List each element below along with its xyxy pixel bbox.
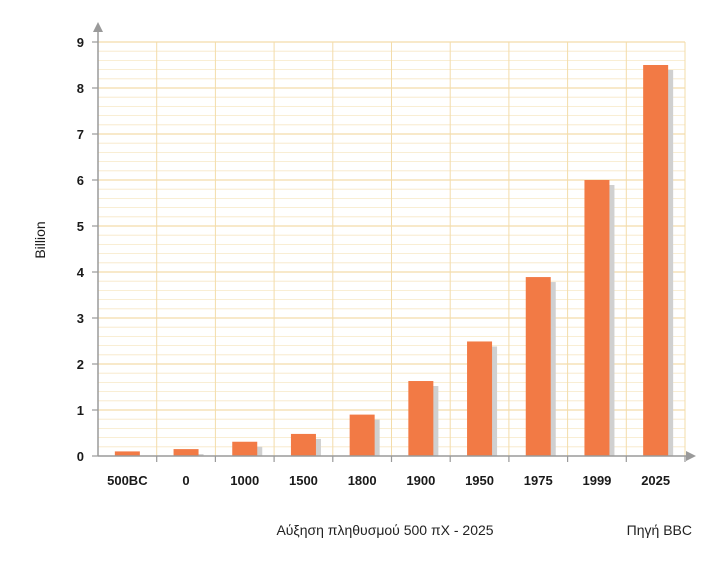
x-tick-label: 1900 (406, 473, 435, 488)
y-tick-label: 8 (77, 81, 84, 96)
y-tick-label: 1 (77, 403, 84, 418)
y-tick-label: 3 (77, 311, 84, 326)
x-tick-label: 0 (182, 473, 189, 488)
bar-1800 (349, 414, 375, 456)
y-tick-label: 7 (77, 127, 84, 142)
y-ticks: 0 1 2 3 4 5 6 7 8 9 (77, 35, 98, 464)
y-tick-label: 5 (77, 219, 84, 234)
x-tick-label: 1950 (465, 473, 494, 488)
x-ticks: 500BC 0 1000 1500 1800 1900 1950 1975 1999 2025 (107, 456, 686, 488)
chart-source: Πηγή BBC (627, 522, 692, 538)
bar-0 (173, 449, 199, 456)
x-axis-arrow-icon (686, 451, 696, 461)
bar-1950 (467, 341, 493, 456)
y-axis-arrow-icon (93, 22, 103, 32)
y-tick-label: 4 (77, 265, 85, 280)
x-tick-label: 1999 (582, 473, 611, 488)
bar-500BC (114, 451, 140, 456)
x-tick-label: 1500 (289, 473, 318, 488)
y-tick-label: 6 (77, 173, 84, 188)
bar-2025 (643, 65, 669, 456)
x-tick-label: 2025 (641, 473, 670, 488)
x-tick-label: 1800 (348, 473, 377, 488)
bar-1999 (584, 180, 610, 456)
bar-1900 (408, 381, 434, 456)
bar-1975 (525, 277, 551, 456)
y-tick-label: 2 (77, 357, 84, 372)
axes (93, 22, 696, 461)
bars (114, 65, 674, 456)
chart-caption: Αύξηση πληθυσμού 500 πΧ - 2025 (276, 522, 493, 538)
y-tick-label: 9 (77, 35, 84, 50)
y-tick-label: 0 (77, 449, 84, 464)
y-axis-label: Billion (32, 221, 48, 258)
x-tick-label: 1000 (230, 473, 259, 488)
bar-1000 (232, 441, 258, 456)
bar-1500 (290, 433, 316, 456)
x-tick-label: 500BC (107, 473, 148, 488)
x-tick-label: 1975 (524, 473, 553, 488)
